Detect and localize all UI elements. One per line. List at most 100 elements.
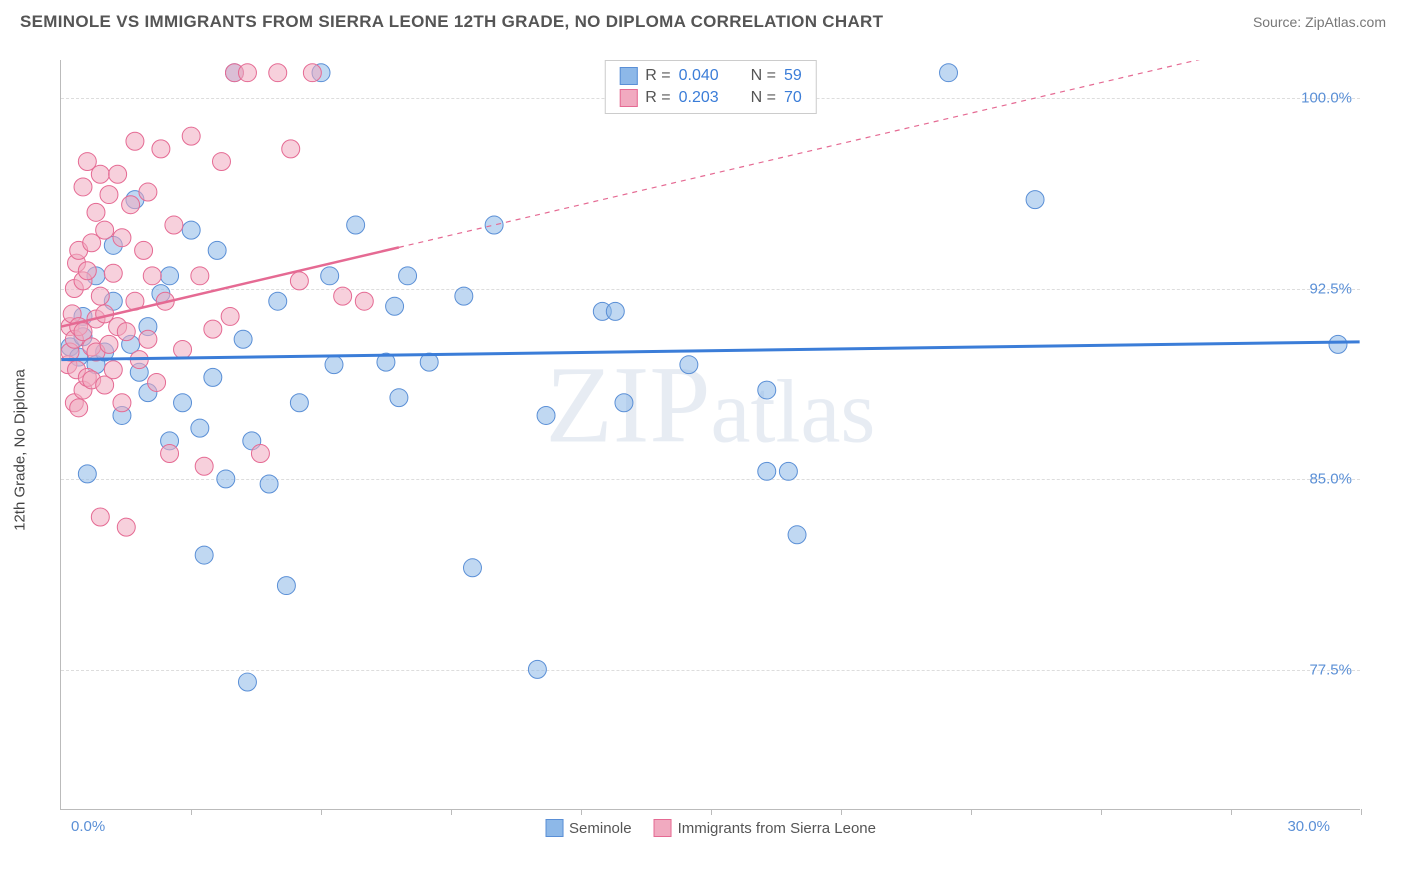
data-point — [347, 216, 365, 234]
data-point — [208, 241, 226, 259]
legend-n-value: 59 — [784, 67, 802, 85]
legend-r-label: R = — [645, 67, 670, 85]
chart-container: 12th Grade, No Diploma ZIPatlas R = 0.04… — [50, 50, 1390, 850]
data-point — [78, 465, 96, 483]
data-point — [269, 64, 287, 82]
data-point — [537, 406, 555, 424]
x-axis-min-label: 0.0% — [71, 818, 105, 835]
x-tick — [971, 809, 972, 815]
trend-line — [61, 342, 1359, 360]
page-title: SEMINOLE VS IMMIGRANTS FROM SIERRA LEONE… — [20, 12, 883, 32]
data-point — [161, 445, 179, 463]
x-axis-max-label: 30.0% — [1287, 818, 1330, 835]
data-point — [126, 132, 144, 150]
legend-r-label: R = — [645, 89, 670, 107]
data-point — [191, 419, 209, 437]
data-point — [269, 292, 287, 310]
data-point — [91, 287, 109, 305]
x-tick — [1361, 809, 1362, 815]
data-point — [217, 470, 235, 488]
data-point — [78, 262, 96, 280]
legend-swatch-icon — [619, 89, 637, 107]
correlation-legend: R = 0.040 N = 59 R = 0.203 N = 70 — [604, 60, 816, 114]
data-point — [260, 475, 278, 493]
legend-row-seminole: R = 0.040 N = 59 — [619, 65, 801, 87]
data-point — [940, 64, 958, 82]
data-point — [195, 546, 213, 564]
legend-row-sierra-leone: R = 0.203 N = 70 — [619, 87, 801, 109]
data-point — [615, 394, 633, 412]
legend-r-value: 0.040 — [679, 67, 735, 85]
data-point — [100, 335, 118, 353]
data-point — [139, 183, 157, 201]
data-point — [135, 241, 153, 259]
data-point — [758, 381, 776, 399]
data-point — [143, 267, 161, 285]
data-point — [463, 559, 481, 577]
data-point — [355, 292, 373, 310]
data-point — [238, 64, 256, 82]
legend-n-label: N = — [751, 67, 776, 85]
header: SEMINOLE VS IMMIGRANTS FROM SIERRA LEONE… — [0, 0, 1406, 40]
data-point — [182, 127, 200, 145]
legend-item-seminole: Seminole — [545, 819, 632, 837]
x-tick — [711, 809, 712, 815]
data-point — [680, 356, 698, 374]
data-point — [109, 165, 127, 183]
data-point — [195, 457, 213, 475]
x-tick — [191, 809, 192, 815]
data-point — [606, 302, 624, 320]
legend-swatch-icon — [654, 819, 672, 837]
data-point — [148, 373, 166, 391]
data-point — [290, 394, 308, 412]
data-point — [290, 272, 308, 290]
data-point — [399, 267, 417, 285]
data-point — [303, 64, 321, 82]
data-point — [455, 287, 473, 305]
data-point — [113, 394, 131, 412]
series-legend: Seminole Immigrants from Sierra Leone — [545, 819, 876, 837]
x-tick — [1101, 809, 1102, 815]
legend-item-label: Immigrants from Sierra Leone — [678, 820, 876, 837]
source-attribution: Source: ZipAtlas.com — [1253, 14, 1386, 30]
y-axis-label: 12th Grade, No Diploma — [12, 369, 29, 531]
data-point — [212, 153, 230, 171]
data-point — [100, 186, 118, 204]
data-point — [390, 389, 408, 407]
data-point — [161, 267, 179, 285]
scatter-plot: ZIPatlas R = 0.040 N = 59 R = 0.203 N = … — [60, 60, 1360, 810]
data-point — [113, 229, 131, 247]
data-point — [204, 320, 222, 338]
data-point — [238, 673, 256, 691]
trend-line-extrapolated — [399, 60, 1360, 247]
data-point — [91, 508, 109, 526]
x-tick — [321, 809, 322, 815]
data-point — [104, 264, 122, 282]
data-point — [104, 361, 122, 379]
data-point — [251, 445, 269, 463]
data-point — [386, 297, 404, 315]
data-point — [779, 462, 797, 480]
legend-item-sierra-leone: Immigrants from Sierra Leone — [654, 819, 876, 837]
data-point — [174, 340, 192, 358]
data-point — [96, 221, 114, 239]
data-point — [234, 330, 252, 348]
data-point — [182, 221, 200, 239]
data-point — [174, 394, 192, 412]
data-point — [139, 330, 157, 348]
data-point — [325, 356, 343, 374]
x-tick — [841, 809, 842, 815]
x-tick — [581, 809, 582, 815]
legend-swatch-icon — [619, 67, 637, 85]
data-point — [70, 399, 88, 417]
data-point — [528, 660, 546, 678]
data-point — [204, 368, 222, 386]
data-point — [321, 267, 339, 285]
data-point — [334, 287, 352, 305]
data-point — [74, 178, 92, 196]
data-point — [117, 518, 135, 536]
x-tick — [1231, 809, 1232, 815]
plot-svg — [61, 60, 1360, 809]
legend-r-value: 0.203 — [679, 89, 735, 107]
data-point — [758, 462, 776, 480]
